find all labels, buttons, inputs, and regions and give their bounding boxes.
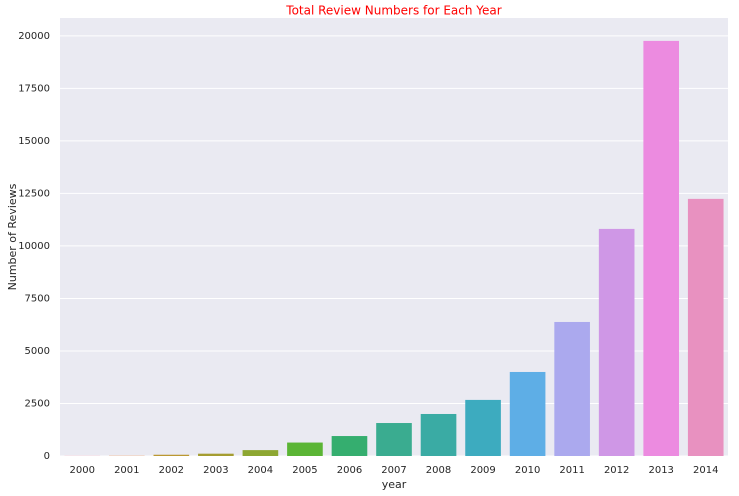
y-tick-label: 7500 bbox=[25, 293, 50, 304]
bar bbox=[287, 442, 323, 456]
bar bbox=[420, 413, 457, 456]
y-axis-title: Number of Reviews bbox=[6, 183, 19, 290]
bar bbox=[598, 228, 635, 456]
y-tick-label: 12500 bbox=[18, 188, 50, 199]
bar bbox=[242, 450, 279, 456]
bar bbox=[465, 399, 501, 456]
y-tick-label: 2500 bbox=[25, 398, 50, 409]
x-tick-label: 2006 bbox=[337, 465, 362, 476]
x-tick-label: 2007 bbox=[381, 465, 406, 476]
bar bbox=[554, 321, 590, 456]
x-tick-label: 2014 bbox=[693, 465, 718, 476]
y-tick-label: 17500 bbox=[18, 83, 50, 94]
bar bbox=[643, 40, 680, 457]
x-axis-title: year bbox=[382, 478, 407, 491]
x-tick-label: 2010 bbox=[515, 465, 540, 476]
bar bbox=[153, 454, 190, 456]
x-tick-label: 2008 bbox=[426, 465, 451, 476]
x-tick-label: 2002 bbox=[159, 465, 184, 476]
x-tick-label: 2012 bbox=[604, 465, 629, 476]
y-tick-label: 20000 bbox=[18, 31, 50, 42]
bar bbox=[331, 436, 368, 456]
y-tick-label: 15000 bbox=[18, 136, 50, 147]
y-tick-label: 10000 bbox=[18, 241, 50, 252]
bar bbox=[376, 423, 412, 456]
bar bbox=[687, 198, 724, 456]
x-tick-label: 2009 bbox=[470, 465, 495, 476]
x-tick-label: 2011 bbox=[559, 465, 584, 476]
x-tick-label: 2005 bbox=[292, 465, 317, 476]
chart-title: Total Review Numbers for Each Year bbox=[285, 4, 501, 18]
y-tick-label: 5000 bbox=[25, 346, 50, 357]
bar bbox=[198, 453, 234, 456]
x-tick-label: 2000 bbox=[70, 465, 95, 476]
x-tick-label: 2003 bbox=[203, 465, 228, 476]
x-tick-label: 2013 bbox=[648, 465, 673, 476]
x-tick-label: 2004 bbox=[248, 465, 273, 476]
y-tick-label: 0 bbox=[44, 451, 50, 462]
bar bbox=[509, 371, 546, 456]
x-tick-label: 2001 bbox=[114, 465, 139, 476]
